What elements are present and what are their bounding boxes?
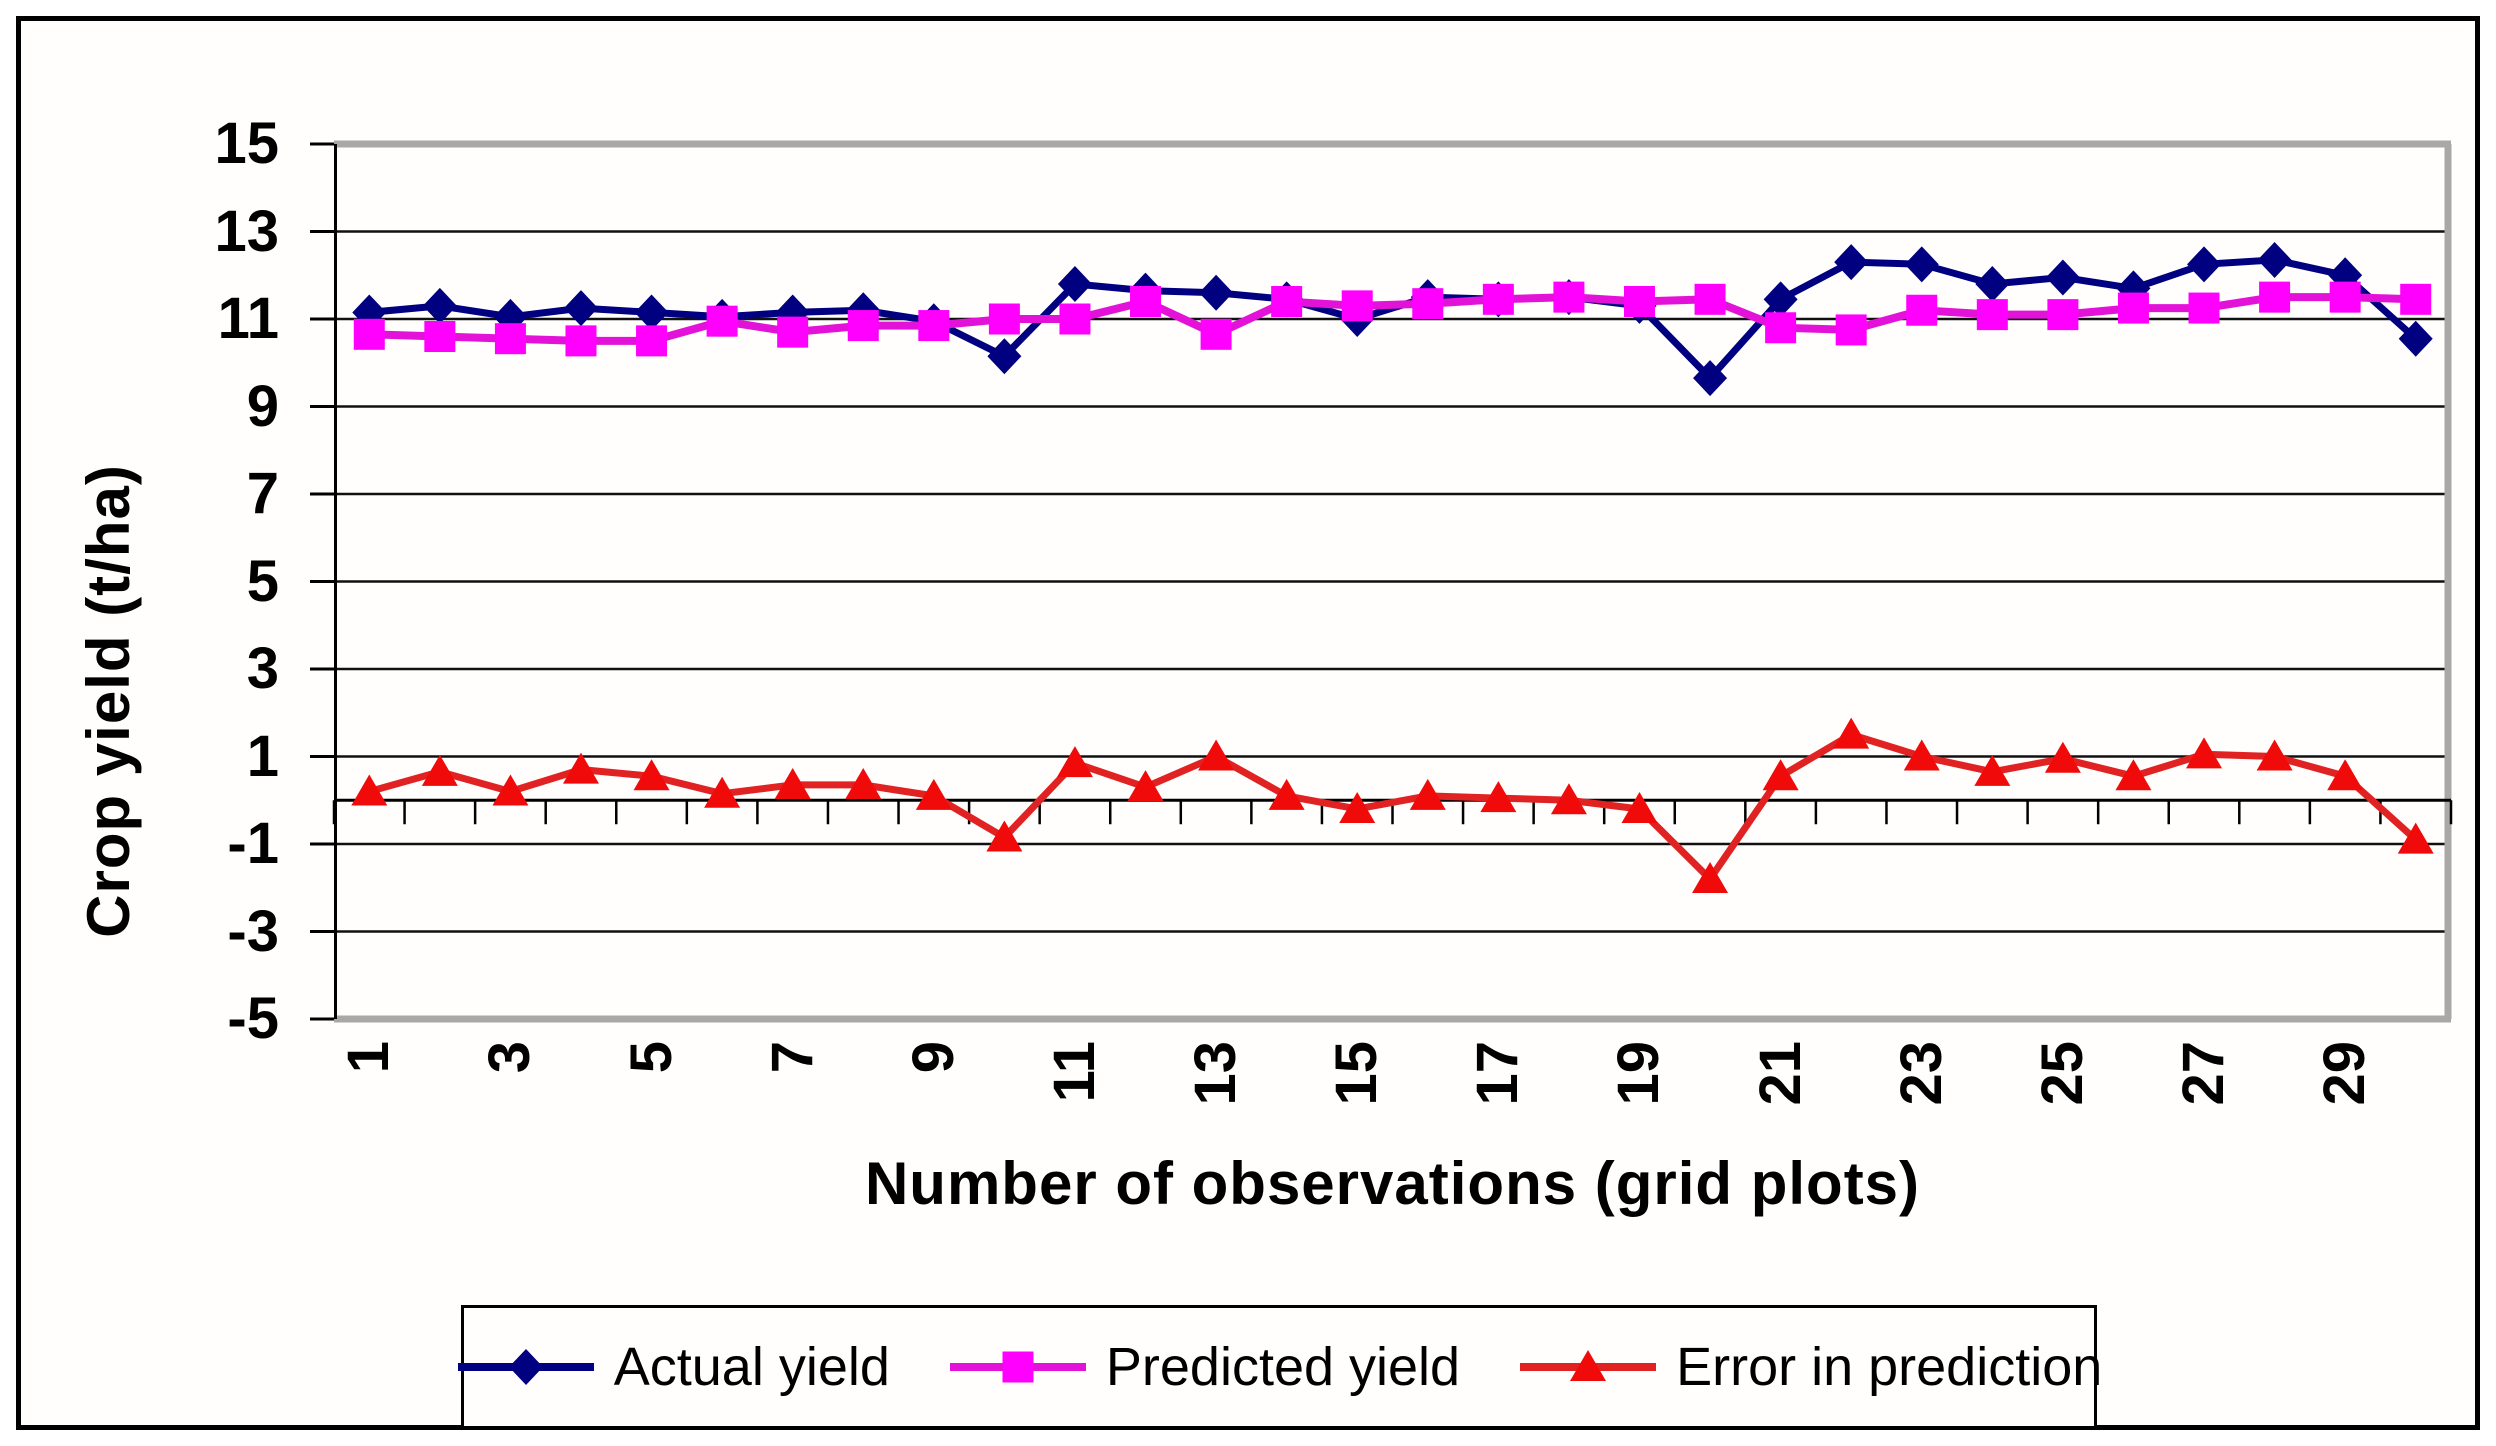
legend-item-actual-yield: Actual yield bbox=[456, 1336, 890, 1398]
plot-area bbox=[310, 140, 2453, 1023]
y-axis bbox=[310, 142, 337, 1021]
y-tick-label: -5 bbox=[227, 986, 279, 1051]
error-in-prediction-line-triangle-icon bbox=[1518, 1339, 1658, 1395]
predicted-yield-line-square-icon bbox=[948, 1339, 1088, 1395]
x-axis-title: Number of observations (grid plots) bbox=[864, 1150, 1921, 1217]
y-tick-label: -1 bbox=[227, 811, 279, 876]
series-error-in-prediction bbox=[351, 717, 2434, 893]
legend: Actual yield Predicted yield Error in pr… bbox=[457, 1305, 2102, 1429]
y-tick-label: 13 bbox=[214, 198, 279, 264]
legend-label-error-in-prediction: Error in prediction bbox=[1676, 1337, 2103, 1397]
legend-item-error-in-prediction: Error in prediction bbox=[1518, 1336, 2102, 1398]
legend-label-actual-yield: Actual yield bbox=[613, 1337, 890, 1397]
y-tick-label: 11 bbox=[217, 286, 279, 351]
y-tick-label: -3 bbox=[227, 898, 279, 964]
y-tick-label: 7 bbox=[246, 461, 279, 526]
legend-label-predicted-yield: Predicted yield bbox=[1105, 1337, 1461, 1397]
actual-yield-line-diamond-icon bbox=[456, 1339, 596, 1395]
y-tick-label: 1 bbox=[246, 723, 279, 789]
legend-item-predicted-yield: Predicted yield bbox=[948, 1336, 1460, 1398]
y-tick-label: 5 bbox=[246, 548, 279, 614]
y-tick-label: 15 bbox=[214, 111, 279, 176]
y-tick-label: 3 bbox=[246, 636, 279, 701]
y-axis-title: Crop yield (t/ha) bbox=[75, 464, 142, 938]
series-predicted-yield bbox=[353, 281, 2432, 357]
gridlines bbox=[334, 140, 2451, 1023]
chart-frame: 15 13 11 9 7 5 3 1 -1 -3 -5 1 3 5 7 9 11 13 15 17 19 21 23 25 2… bbox=[16, 16, 2480, 1430]
y-tick-label: 9 bbox=[246, 373, 279, 439]
